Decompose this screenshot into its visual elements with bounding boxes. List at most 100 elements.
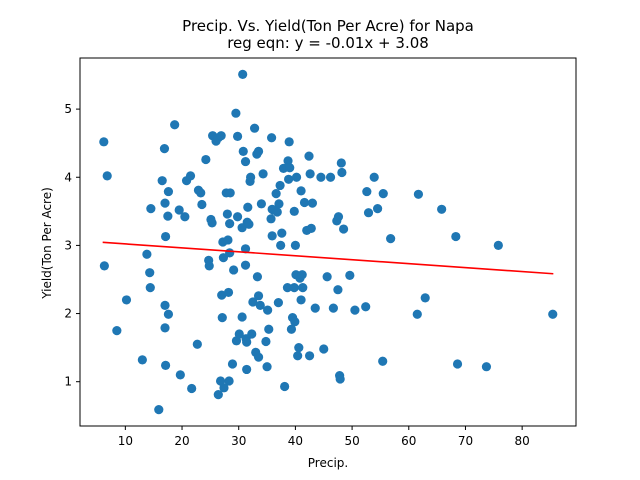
x-tick-label: 80: [515, 434, 530, 448]
data-point: [175, 370, 185, 380]
data-point: [160, 231, 171, 242]
data-point: [142, 249, 152, 259]
data-point: [248, 297, 258, 307]
data-point: [412, 309, 422, 319]
data-point: [225, 188, 235, 198]
x-tick-label: 30: [231, 434, 246, 448]
data-point: [253, 352, 264, 362]
data-point: [196, 188, 206, 198]
data-point: [277, 228, 287, 238]
data-point: [294, 343, 304, 353]
data-point: [240, 156, 251, 167]
data-point: [99, 261, 109, 271]
x-tick-label: 50: [344, 434, 359, 448]
data-point: [249, 123, 260, 133]
data-point: [246, 172, 256, 182]
data-point: [227, 359, 238, 369]
y-tick-label: 4: [64, 170, 72, 184]
data-point: [378, 189, 388, 199]
data-point: [159, 144, 170, 154]
data-point: [216, 131, 226, 141]
data-point: [362, 186, 372, 197]
data-point: [256, 199, 266, 209]
data-point: [333, 285, 343, 295]
data-point: [338, 224, 349, 234]
y-tick-label: 3: [64, 238, 72, 252]
data-point: [154, 405, 164, 415]
data-point: [319, 344, 329, 354]
data-point: [286, 324, 297, 334]
chart-title: Precip. Vs. Yield(Ton Per Acre) for Napa: [182, 17, 474, 35]
data-point: [290, 240, 301, 251]
points-layer: [99, 69, 558, 415]
data-point: [145, 283, 155, 293]
data-point: [219, 383, 229, 393]
data-point: [213, 390, 223, 400]
data-point: [229, 265, 239, 275]
data-point: [253, 146, 264, 156]
y-axis: 1 2 3 4 5: [64, 102, 80, 389]
data-point: [121, 295, 132, 305]
data-point: [316, 172, 326, 182]
data-point: [452, 359, 463, 369]
data-point: [345, 270, 355, 280]
data-point: [252, 272, 263, 282]
data-point: [386, 233, 396, 244]
data-point: [481, 362, 492, 372]
data-point: [336, 158, 346, 168]
data-point: [350, 305, 360, 315]
data-point: [225, 219, 235, 229]
data-point: [243, 202, 253, 212]
data-point: [291, 172, 302, 182]
data-point: [298, 283, 308, 293]
data-point: [244, 219, 254, 229]
data-point: [378, 356, 388, 366]
data-point: [282, 283, 293, 293]
data-point: [337, 167, 347, 178]
data-point: [293, 351, 303, 361]
data-point: [157, 176, 167, 186]
data-point: [296, 295, 306, 305]
data-point: [289, 283, 299, 293]
data-point: [276, 240, 286, 251]
data-point: [160, 300, 170, 310]
data-point: [420, 293, 430, 303]
data-point: [218, 253, 229, 263]
data-point: [451, 231, 461, 242]
data-point: [333, 212, 344, 222]
data-point: [238, 146, 248, 156]
data-point: [197, 199, 207, 210]
data-point: [217, 313, 227, 323]
data-point: [413, 189, 424, 199]
data-point: [274, 199, 284, 209]
data-point: [238, 69, 248, 79]
data-point: [369, 172, 379, 182]
data-point: [310, 303, 320, 313]
data-point: [231, 108, 241, 118]
data-point: [224, 376, 234, 386]
data-point: [493, 240, 503, 251]
data-point: [201, 154, 211, 165]
data-point: [174, 205, 184, 215]
data-point: [267, 231, 277, 241]
data-point: [240, 260, 251, 270]
data-point: [99, 137, 109, 147]
data-point: [237, 312, 247, 322]
data-point: [160, 323, 170, 333]
data-point: [272, 207, 282, 217]
data-point: [232, 131, 243, 141]
data-point: [306, 223, 316, 233]
data-point: [266, 133, 277, 143]
x-tick-label: 40: [288, 434, 303, 448]
data-point: [284, 174, 294, 184]
data-point: [187, 383, 197, 394]
data-point: [207, 218, 217, 228]
regression-line: [102, 241, 554, 275]
data-point: [255, 300, 265, 310]
data-point: [163, 186, 174, 197]
x-tick-label: 60: [401, 434, 416, 448]
y-tick-label: 2: [64, 307, 72, 321]
data-point: [163, 211, 173, 221]
plot-frame: [79, 57, 577, 427]
data-point: [247, 329, 257, 339]
